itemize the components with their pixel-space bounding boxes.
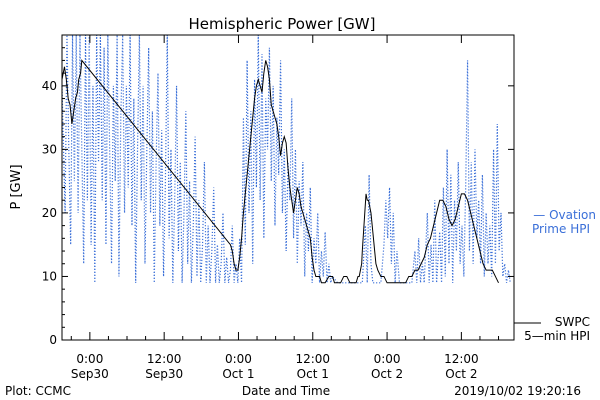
x-tick-label-date: Oct 2	[371, 367, 403, 381]
plot-credit: Plot: CCMC	[5, 384, 71, 398]
y-tick-label: 0	[49, 333, 57, 347]
plot-timestamp: 2019/10/02 19:20:16	[454, 384, 581, 398]
legend-swpc: SWPC 5—min HPI	[514, 315, 590, 343]
legend-ovation-line1: — Ovation	[533, 208, 596, 222]
chart-title: Hemispheric Power [GW]	[189, 15, 376, 33]
x-tick-label-time: 12:00	[444, 352, 479, 366]
x-tick-label-date: Sep30	[71, 367, 109, 381]
x-tick-label-date: Oct 2	[445, 367, 477, 381]
y-tick-label: 40	[42, 79, 57, 93]
ovation-prime-line	[61, 34, 511, 284]
x-tick-label-time: 0:00	[225, 352, 252, 366]
x-tick-label-date: Oct 1	[297, 367, 329, 381]
x-axis-label: Date and Time	[242, 384, 330, 398]
swpc-series	[61, 59, 499, 284]
ovation-prime-series	[61, 34, 511, 284]
swpc-line	[61, 59, 499, 284]
legend-ovation: — Ovation Prime HPI	[532, 208, 596, 236]
x-tick-label-time: 0:00	[76, 352, 103, 366]
x-tick-label-date: Sep30	[145, 367, 183, 381]
y-tick-label: 20	[42, 206, 57, 220]
x-tick-label-time: 12:00	[295, 352, 330, 366]
x-tick-label-time: 0:00	[374, 352, 401, 366]
x-tick-label-time: 12:00	[147, 352, 182, 366]
legend-swpc-line2: 5—min HPI	[524, 329, 590, 343]
y-tick-label: 10	[42, 269, 57, 283]
x-tick-label-date: Oct 1	[222, 367, 254, 381]
y-axis: 0 10 20 30 40	[42, 47, 514, 347]
y-tick-label: 30	[42, 142, 57, 156]
legend-ovation-line2: Prime HPI	[532, 222, 590, 236]
y-axis-label: P [GW]	[9, 164, 24, 209]
legend-swpc-line1: SWPC	[555, 315, 590, 329]
